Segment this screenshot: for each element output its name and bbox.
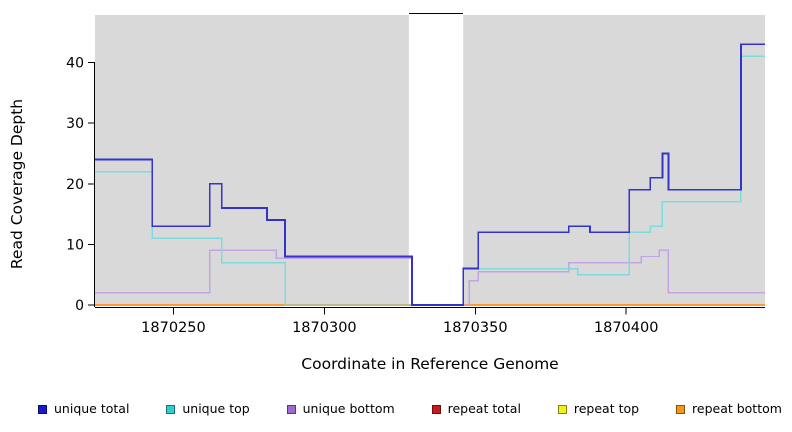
series-line-unique-bottom [95, 249, 765, 306]
legend-item-unique-bottom: unique bottom [286, 400, 395, 416]
legend-swatch-repeat-bottom [676, 404, 686, 414]
x-tick-label: 1870250 [141, 320, 206, 336]
series-line-unique-total [95, 43, 765, 306]
legend-label: unique top [182, 400, 250, 416]
gap-band [408, 13, 464, 305]
y-axis-title: Read Coverage Depth [8, 99, 26, 269]
coverage-plot: 0 10 20 30 40 1870250 1870300 1870350 1870400 Co… [8, 13, 765, 373]
y-tick-label: 20 [66, 177, 84, 193]
legend-item-repeat-bottom: repeat bottom [676, 400, 782, 416]
legend-swatch-unique-top [166, 404, 176, 414]
legend-item-unique-total: unique total [38, 400, 130, 416]
legend: unique total unique top unique bottom repea… [38, 399, 782, 419]
legend-label: unique total [54, 400, 130, 416]
legend-item-repeat-total: repeat total [431, 400, 521, 416]
y-tick-label: 30 [66, 116, 84, 132]
legend-item-repeat-top: repeat top [557, 400, 640, 416]
legend-label: repeat top [573, 400, 640, 416]
x-tick-label: 1870300 [292, 320, 357, 336]
series-line-unique-top [95, 55, 765, 306]
legend-item-unique-top: unique top [166, 400, 250, 416]
legend-label: repeat total [447, 400, 521, 416]
legend-label: repeat bottom [692, 400, 782, 416]
legend-swatch-repeat-total [431, 404, 441, 414]
x-tick-label: 1870350 [443, 320, 508, 336]
legend-label: unique bottom [302, 400, 395, 416]
x-axis-title: Coordinate in Reference Genome [301, 355, 558, 373]
y-tick-label: 40 [66, 56, 84, 72]
legend-swatch-unique-total [38, 404, 47, 414]
x-tick-label: 1870400 [594, 320, 659, 336]
y-tick-label: 10 [66, 237, 84, 253]
legend-swatch-unique-bottom [286, 404, 296, 414]
y-tick-label: 0 [75, 298, 84, 314]
legend-swatch-repeat-top [557, 404, 567, 414]
